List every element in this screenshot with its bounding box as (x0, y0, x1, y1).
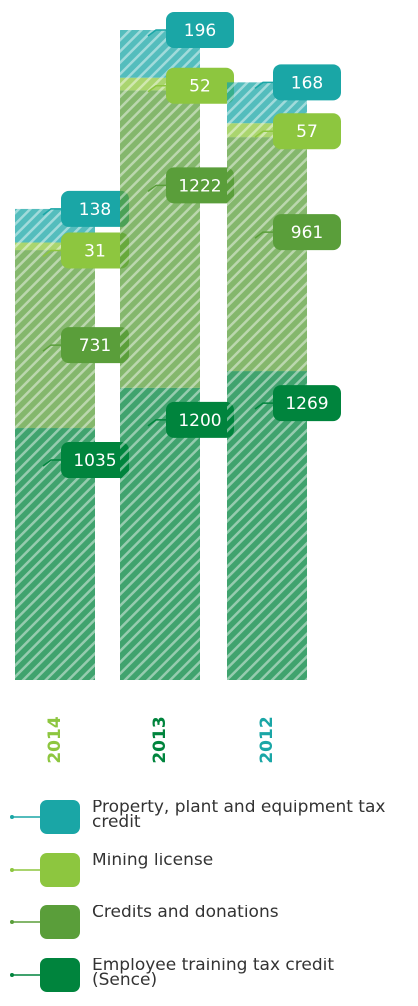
label-box (61, 232, 129, 269)
legend-dot (10, 973, 14, 977)
legend-item: Mining license (92, 853, 214, 870)
data-label: 961 (291, 223, 323, 243)
leader-line (254, 402, 273, 410)
data-label: 138 (79, 200, 111, 220)
legend-label: Credits and donations (92, 905, 279, 922)
leader-line (147, 419, 166, 427)
data-label: 168 (291, 73, 323, 93)
legend-swatch (40, 958, 80, 992)
legend-item: Credits and donations (92, 905, 279, 922)
label-box (166, 401, 234, 438)
legend-swatch (40, 905, 80, 939)
leader-line (42, 249, 61, 258)
data-label: 1200 (178, 411, 221, 431)
legend-dot (10, 815, 14, 819)
leader-line (147, 84, 166, 93)
legend-dot (10, 920, 14, 924)
bar-segment (15, 242, 95, 251)
bar-segment (120, 90, 200, 388)
data-label: 1035 (73, 451, 116, 471)
leader-line (254, 81, 273, 89)
label-box (166, 167, 234, 204)
label-box (166, 67, 234, 104)
leader-line (147, 29, 166, 37)
legend-swatch (40, 800, 80, 834)
data-label: 196 (184, 21, 216, 41)
label-box (273, 385, 341, 422)
label-box (273, 113, 341, 150)
leader-line (42, 208, 61, 216)
x-tick-label: 2014 (45, 716, 65, 763)
x-tick-label: 2012 (257, 716, 277, 763)
leader-line (42, 459, 61, 467)
legend-item: Property, plant and equipment tax credit (92, 800, 386, 832)
label-box (273, 64, 341, 101)
legend-label: Mining license (92, 853, 214, 870)
data-label: 1222 (178, 176, 221, 196)
data-label: 57 (296, 122, 318, 142)
legend-item: Employee training tax credit (Sence) (92, 958, 335, 990)
label-box (166, 12, 234, 48)
data-label: 731 (79, 336, 111, 356)
label-box (61, 442, 129, 479)
bar-segment (227, 137, 307, 372)
legend-label: Employee training tax credit (Sence) (92, 958, 335, 990)
label-box (61, 190, 129, 227)
legend-swatch (40, 853, 80, 887)
legend-label: Property, plant and equipment tax credit (92, 800, 386, 832)
leader-line (42, 344, 61, 352)
leader-line (254, 231, 273, 239)
leader-line (147, 184, 166, 192)
label-box (273, 214, 341, 251)
legend-dot (10, 868, 14, 872)
x-tick-label: 2013 (150, 716, 170, 763)
data-label: 31 (84, 242, 106, 262)
leader-line (254, 130, 273, 138)
label-box (61, 327, 129, 364)
data-label: 52 (189, 77, 211, 97)
bar-segment (227, 371, 307, 680)
data-label: 1269 (285, 394, 328, 414)
